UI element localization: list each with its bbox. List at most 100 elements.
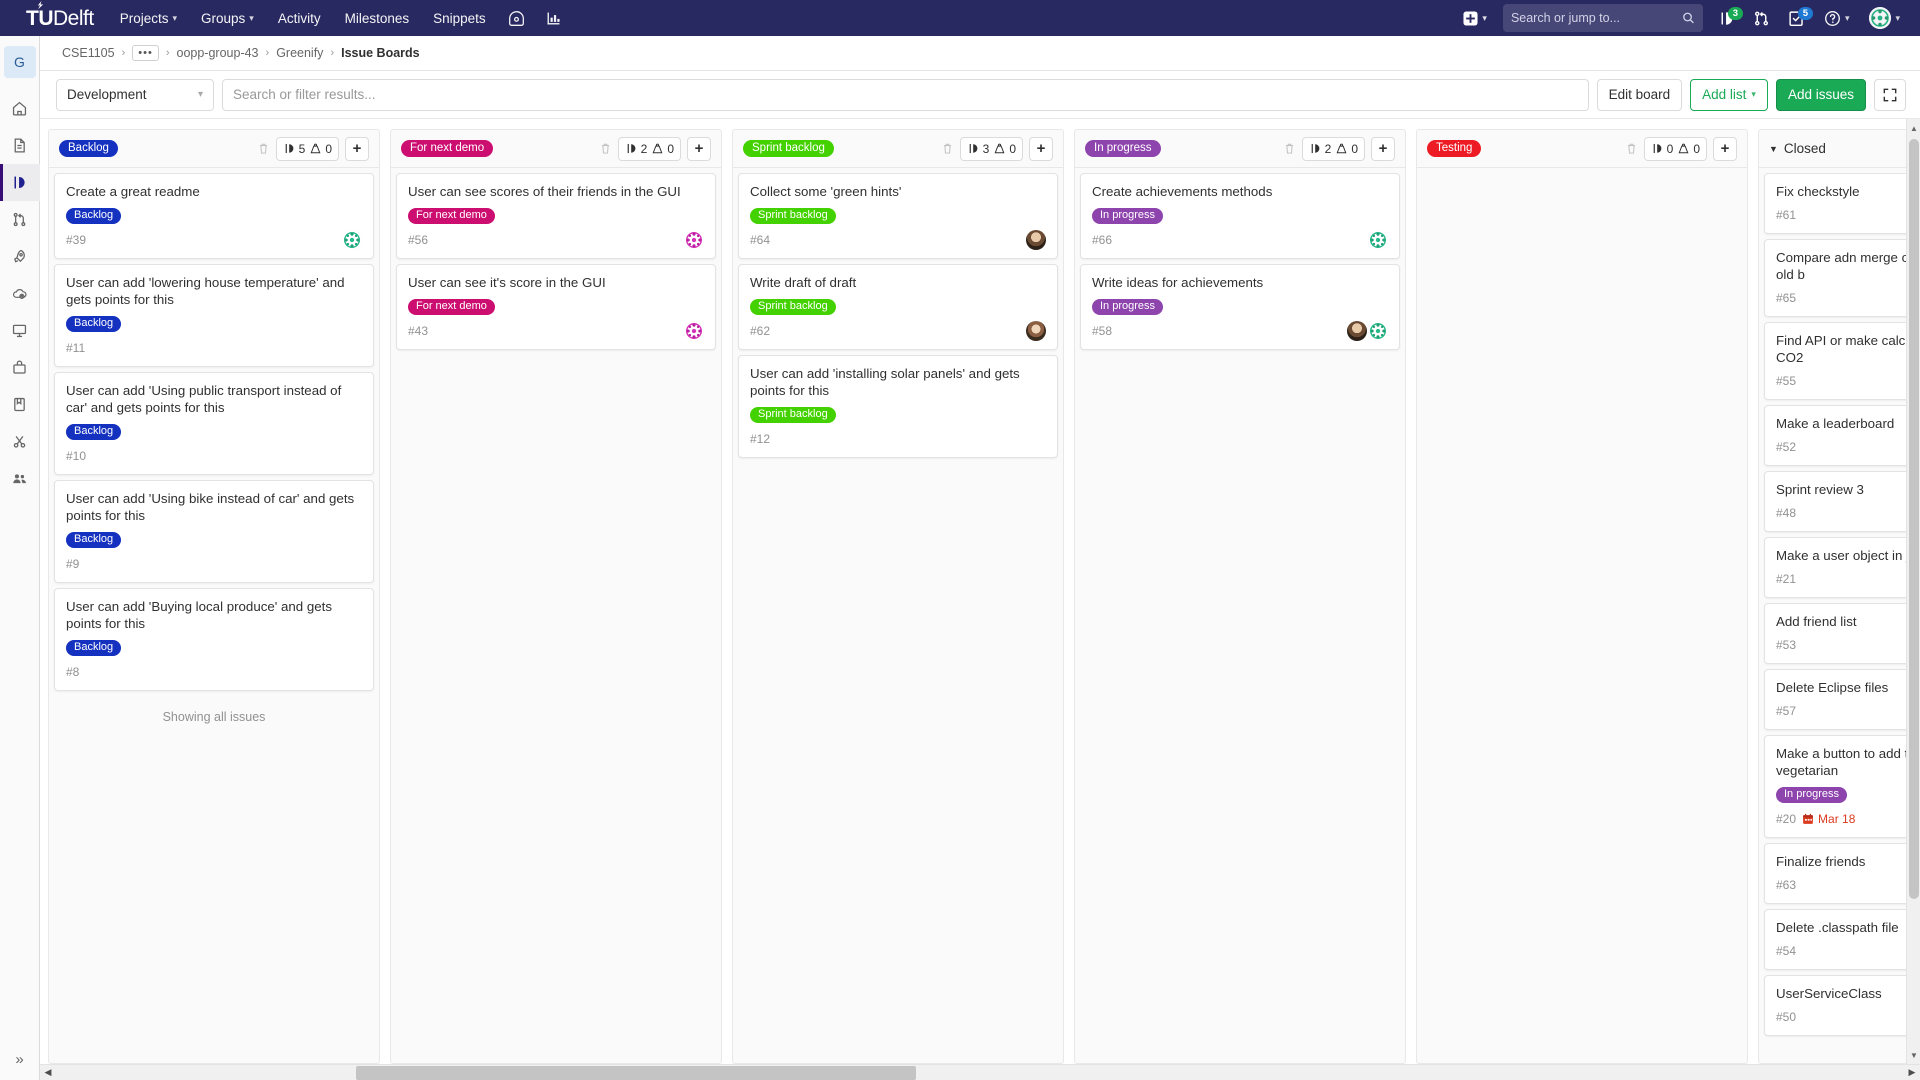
breadcrumb-item-group[interactable]: CSE1105 — [62, 46, 115, 60]
merge-requests-nav-button[interactable] — [1744, 0, 1779, 36]
toggle-fullscreen-button[interactable] — [1874, 78, 1906, 111]
issue-card-label[interactable]: In progress — [1776, 787, 1848, 803]
board-list-title[interactable]: Sprint backlog — [743, 140, 834, 157]
issue-card[interactable]: UserServiceClass #50 — [1764, 975, 1920, 1036]
horizontal-scrollbar[interactable]: ◀ ▶ — [40, 1064, 1920, 1080]
edit-board-button[interactable]: Edit board — [1596, 78, 1683, 111]
issue-card[interactable]: Make a user object in java #21 — [1764, 537, 1920, 598]
avatar[interactable] — [1368, 230, 1388, 250]
board-list-body[interactable]: User can see scores of their friends in … — [391, 168, 721, 1063]
issue-card-label[interactable]: Backlog — [66, 640, 122, 656]
board-list-body[interactable] — [1417, 168, 1747, 1063]
add-issue-to-list-button[interactable]: + — [345, 136, 369, 161]
issue-card[interactable]: User can add 'Using bike instead of car'… — [54, 480, 374, 583]
issue-card[interactable]: Compare adn merge or delete old b #65 — [1764, 239, 1920, 317]
avatar[interactable] — [1368, 321, 1388, 341]
issue-card-label[interactable]: For next demo — [408, 299, 495, 315]
board-filter-input[interactable] — [222, 78, 1589, 111]
issue-card[interactable]: User can add 'installing solar panels' a… — [738, 355, 1058, 458]
sidebar-project-avatar[interactable]: G — [3, 46, 36, 78]
brand-logo[interactable]: TUDelft — [0, 0, 108, 36]
issue-card[interactable]: Make a button to add the vegetarian In pr… — [1764, 735, 1920, 838]
delete-list-button[interactable] — [1283, 142, 1296, 155]
board-list-title[interactable]: Testing — [1427, 140, 1482, 157]
sidebar-item-wiki[interactable] — [0, 386, 40, 423]
chevron-left-icon[interactable]: ◀ — [44, 1067, 52, 1077]
add-issue-to-list-button[interactable]: + — [1029, 136, 1053, 161]
nav-groups[interactable]: Groups ▾ — [189, 0, 266, 36]
avatar[interactable] — [1026, 230, 1046, 250]
board-list-title[interactable]: In progress — [1085, 140, 1161, 157]
vertical-scrollbar-thumb[interactable] — [1909, 139, 1919, 899]
issues-nav-button[interactable]: 3 — [1709, 0, 1744, 36]
board-switcher-dropdown[interactable]: Development ▾ — [56, 78, 214, 111]
closed-list-body[interactable]: Fix checkstyle #61 Compare adn merge or de… — [1759, 168, 1920, 1063]
issue-card[interactable]: Create a great readme Backlog #39 — [54, 173, 374, 259]
delete-list-button[interactable] — [941, 142, 954, 155]
todos-nav-button[interactable]: 5 — [1779, 0, 1814, 36]
board-list-title[interactable]: Backlog — [59, 140, 118, 157]
sidebar-item-issues[interactable] — [0, 164, 40, 201]
sidebar-item-members[interactable] — [0, 460, 40, 497]
sidebar-item-ci-cd[interactable] — [0, 238, 40, 275]
issue-card-label[interactable]: Backlog — [66, 424, 122, 440]
issue-card[interactable]: User can add 'Buying local produce' and … — [54, 588, 374, 691]
sidebar-item-repository[interactable] — [0, 127, 40, 164]
avatar[interactable] — [1026, 321, 1046, 341]
help-nav-button[interactable]: ▾ — [1814, 0, 1860, 36]
issue-card[interactable]: Delete .classpath file #54 — [1764, 909, 1920, 970]
sidebar-item-packages[interactable] — [0, 349, 40, 386]
chevron-up-icon[interactable]: ▲ — [1910, 123, 1918, 133]
sidebar-item-merge-requests[interactable] — [0, 201, 40, 238]
issue-card[interactable]: Add friend list #53 — [1764, 603, 1920, 664]
sidebar-item-monitor[interactable] — [0, 312, 40, 349]
issue-card-label[interactable]: Sprint backlog — [750, 407, 836, 423]
issue-card-label[interactable]: Sprint backlog — [750, 208, 836, 224]
closed-list-header[interactable]: ▼ Closed — [1759, 130, 1920, 168]
board-list-body[interactable]: Collect some 'green hints' Sprint backlog… — [733, 168, 1063, 1063]
issue-card[interactable]: User can add 'Using public transport ins… — [54, 372, 374, 475]
add-list-button[interactable]: Add list ▾ — [1690, 78, 1768, 111]
issue-card[interactable]: Write draft of draft Sprint backlog #62 — [738, 264, 1058, 350]
issue-card-label[interactable]: Backlog — [66, 532, 122, 548]
breadcrumb-expand-button[interactable]: ••• — [132, 45, 159, 61]
issue-card[interactable]: Create achievements methods In progress #6… — [1080, 173, 1400, 259]
user-menu-button[interactable]: ▾ — [1859, 0, 1910, 36]
nav-projects[interactable]: Projects ▾ — [108, 0, 189, 36]
issue-card[interactable]: Finalize friends #63 — [1764, 843, 1920, 904]
new-item-button[interactable]: ▾ — [1453, 4, 1497, 32]
breadcrumb-item-subgroup[interactable]: oopp-group-43 — [176, 46, 259, 60]
sidebar-item-operations[interactable] — [0, 275, 40, 312]
search-input[interactable] — [1510, 11, 1682, 25]
breadcrumb-item-project[interactable]: Greenify — [276, 46, 324, 60]
avatar[interactable] — [342, 230, 362, 250]
chevron-down-icon[interactable]: ▼ — [1910, 1050, 1918, 1060]
issue-card[interactable]: Write ideas for achievements In progress #… — [1080, 264, 1400, 350]
issue-card[interactable]: User can see it's score in the GUI For ne… — [396, 264, 716, 350]
issue-card-label[interactable]: In progress — [1092, 208, 1164, 224]
horizontal-scrollbar-track[interactable] — [56, 1065, 1904, 1080]
lifebuoy-icon[interactable] — [498, 0, 535, 36]
nav-milestones[interactable]: Milestones — [333, 0, 422, 36]
issue-card[interactable]: Delete Eclipse files #57 — [1764, 669, 1920, 730]
add-issue-to-list-button[interactable]: + — [1713, 136, 1737, 161]
avatar[interactable] — [684, 321, 704, 341]
issue-card[interactable]: User can add 'lowering house temperature… — [54, 264, 374, 367]
issue-card-label[interactable]: Backlog — [66, 208, 122, 224]
avatar[interactable] — [1347, 321, 1367, 341]
board-list-body[interactable]: Create a great readme Backlog #39 User can … — [49, 168, 379, 1063]
sidebar-collapse-button[interactable]: » — [15, 1051, 24, 1068]
issue-card-label[interactable]: Sprint backlog — [750, 299, 836, 315]
global-search-box[interactable] — [1502, 4, 1703, 32]
add-issues-button[interactable]: Add issues — [1775, 78, 1866, 111]
issue-card[interactable]: Make a leaderboard #52 — [1764, 405, 1920, 466]
issue-card-label[interactable]: In progress — [1092, 299, 1164, 315]
add-issue-to-list-button[interactable]: + — [687, 136, 711, 161]
horizontal-scrollbar-thumb[interactable] — [356, 1065, 916, 1080]
issue-card-label[interactable]: Backlog — [66, 316, 122, 332]
vertical-scrollbar[interactable]: ▲ ▼ — [1906, 119, 1920, 1064]
issue-card[interactable]: Sprint review 3 #48 — [1764, 471, 1920, 532]
issue-card[interactable]: Fix checkstyle #61 — [1764, 173, 1920, 234]
board-list-body[interactable]: Create achievements methods In progress #6… — [1075, 168, 1405, 1063]
sidebar-item-snippets[interactable] — [0, 423, 40, 460]
